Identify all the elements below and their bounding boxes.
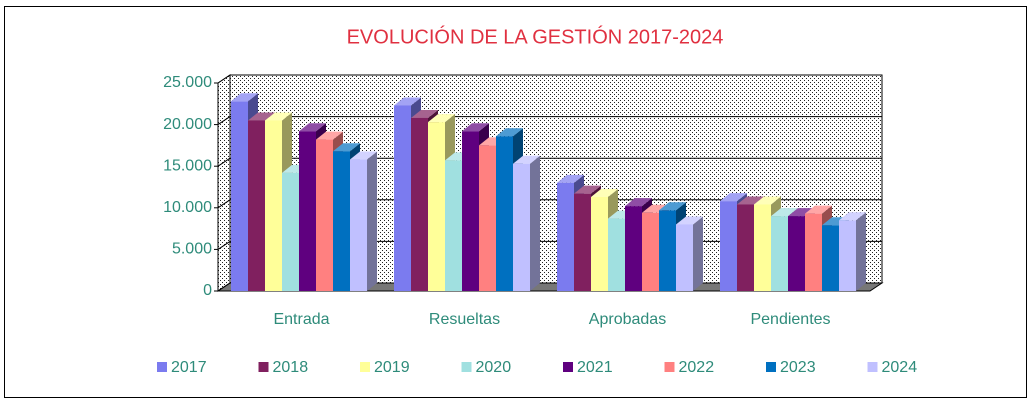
- bar: [411, 117, 428, 291]
- x-tick-label: Resueltas: [429, 311, 500, 328]
- bar: [676, 224, 693, 291]
- bar-top: [574, 185, 601, 194]
- bar-top: [659, 202, 686, 211]
- bar: [737, 204, 754, 291]
- bar-top: [788, 208, 815, 217]
- bar: [822, 225, 839, 291]
- legend-swatch: [664, 362, 675, 372]
- bar: [771, 216, 788, 291]
- bar-top: [265, 112, 292, 121]
- bar: [720, 201, 737, 291]
- bar-side: [367, 151, 377, 291]
- bar: [659, 210, 676, 291]
- bar-top: [591, 188, 618, 197]
- grid-line-side: [217, 282, 231, 292]
- bar-top: [805, 205, 832, 214]
- bar-side: [530, 155, 540, 291]
- bar: [479, 145, 496, 291]
- bar: [333, 151, 350, 291]
- bar: [805, 213, 822, 291]
- grid-line-side: [217, 157, 231, 167]
- bar-top: [350, 151, 377, 160]
- bar: [445, 160, 462, 291]
- side-wall: [217, 74, 231, 292]
- bar-top: [625, 198, 652, 207]
- bar-top: [428, 114, 455, 123]
- legend-label: 2023: [780, 359, 816, 376]
- bar: [394, 105, 411, 292]
- bar-side: [856, 212, 866, 291]
- legend-swatch: [157, 362, 167, 372]
- y-tick-label: 25.000: [163, 74, 212, 91]
- bar: [839, 220, 856, 291]
- bar-top: [299, 123, 326, 132]
- bar-top: [513, 155, 540, 164]
- bar: [574, 193, 591, 291]
- bar: [299, 131, 316, 291]
- chart-title: EVOLUCIÓN DE LA GESTIÓN 2017-2024: [347, 25, 724, 48]
- bar: [496, 136, 513, 291]
- bar-top: [676, 216, 703, 225]
- bar: [608, 218, 625, 291]
- bar-top: [316, 131, 343, 140]
- y-tick-label: 15.000: [163, 157, 212, 174]
- bar-top: [394, 97, 421, 106]
- bar: [591, 196, 608, 291]
- legend-swatch: [867, 362, 878, 372]
- bar: [513, 163, 530, 291]
- grid-line-side: [217, 116, 231, 126]
- bar: [350, 159, 367, 291]
- bar-top: [642, 204, 669, 213]
- bar-top: [333, 143, 360, 152]
- bar-top: [411, 109, 438, 118]
- bar: [462, 131, 479, 291]
- bar: [248, 120, 265, 291]
- y-tick-label: 5.000: [172, 241, 212, 258]
- bar-top: [737, 196, 764, 205]
- legend-swatch: [258, 362, 269, 372]
- bar: [428, 122, 445, 291]
- grid-line-side: [217, 74, 231, 84]
- x-tick-label: Aprobadas: [589, 311, 666, 328]
- legend-label: 2018: [273, 359, 309, 376]
- bar: [625, 206, 642, 291]
- x-tick-label: Pendientes: [750, 311, 830, 328]
- legend-swatch: [563, 362, 573, 372]
- legend-label: 2024: [882, 359, 918, 376]
- bar-top: [231, 93, 258, 102]
- legend-swatch: [766, 362, 776, 372]
- bar-side: [693, 216, 703, 291]
- legend-label: 2021: [577, 359, 613, 376]
- grid-line-side: [217, 199, 231, 209]
- legend-swatch: [461, 362, 472, 372]
- bar-top: [496, 128, 523, 137]
- y-tick-label: 10.000: [163, 199, 212, 216]
- bar: [788, 216, 805, 291]
- bar-top: [557, 174, 584, 183]
- bar: [642, 212, 659, 291]
- bar-top: [754, 196, 781, 205]
- legend-label: 2019: [374, 359, 410, 376]
- legend-label: 2022: [679, 359, 715, 376]
- bars: [231, 93, 866, 292]
- bar: [265, 120, 282, 291]
- legend-label: 2020: [476, 359, 512, 376]
- bar: [231, 101, 248, 291]
- x-tick-label: Entrada: [273, 311, 329, 328]
- bar-top: [248, 112, 275, 121]
- bar: [316, 139, 333, 291]
- grid-line-side: [217, 240, 231, 250]
- bar: [754, 204, 771, 291]
- bar-top: [771, 208, 798, 217]
- bar-top: [839, 212, 866, 221]
- bar: [557, 182, 574, 291]
- legend-label: 2017: [171, 359, 207, 376]
- bar: [282, 172, 299, 291]
- y-tick-label: 0: [203, 282, 212, 299]
- legend-swatch: [360, 362, 370, 372]
- y-tick-label: 20.000: [163, 116, 212, 133]
- bar-top: [720, 193, 747, 202]
- bar-top: [462, 123, 489, 132]
